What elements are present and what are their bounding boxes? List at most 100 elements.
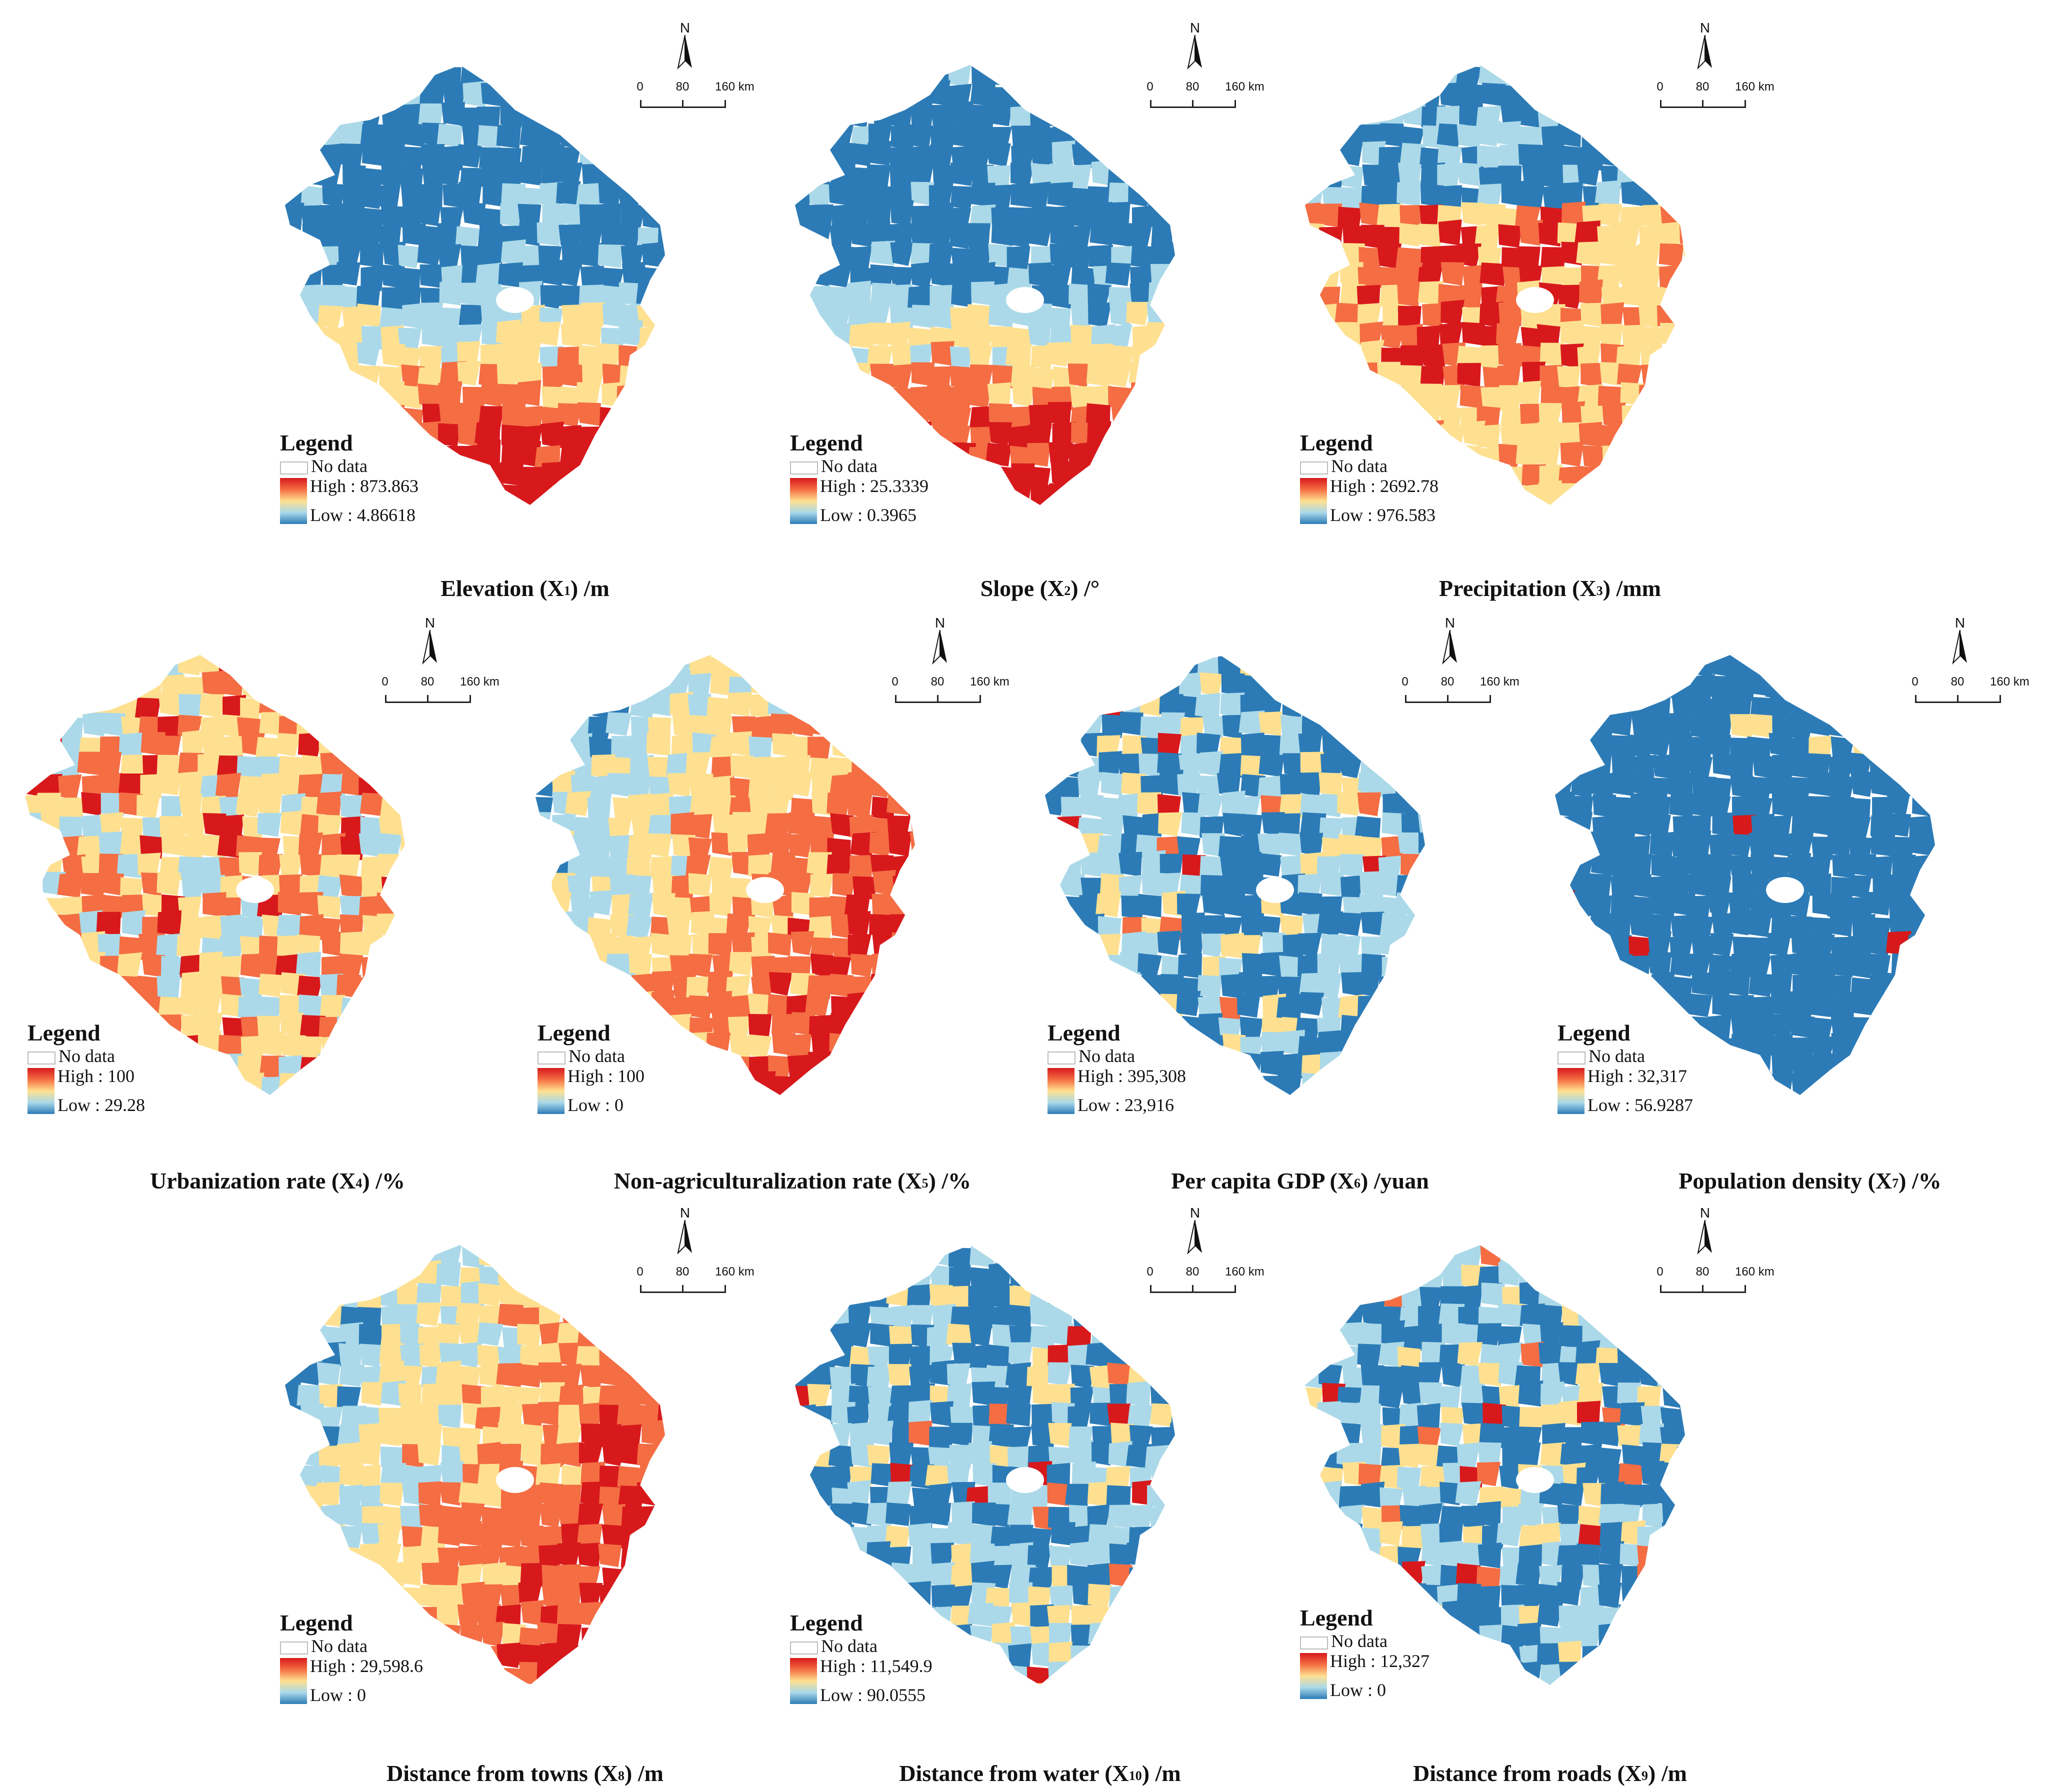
map-unit — [550, 692, 575, 718]
map-unit — [795, 1322, 816, 1346]
map-unit — [1808, 772, 1832, 796]
map-unit — [496, 1642, 520, 1668]
legend-low: Low : 0 — [1330, 1680, 1386, 1700]
map-unit — [25, 993, 42, 1017]
map-unit — [810, 144, 834, 170]
map-unit — [768, 972, 792, 996]
map-unit — [1058, 914, 1084, 939]
map-unit — [1025, 182, 1051, 208]
map-unit — [1088, 502, 1114, 505]
map-unit — [1132, 1346, 1156, 1370]
map-unit — [1378, 992, 1402, 1016]
map-unit — [662, 1506, 665, 1531]
map-unit — [417, 242, 442, 266]
legend: Legend No data High : 12,327 Low : 0 — [1300, 1605, 1430, 1700]
map-unit — [1658, 1300, 1682, 1326]
map-unit — [285, 163, 301, 189]
map-unit — [1045, 736, 1062, 760]
map-unit — [964, 463, 990, 487]
map-unit — [382, 1034, 405, 1059]
map-caption: Population density (X7) /% — [1678, 1168, 1942, 1194]
map-unit — [320, 994, 346, 1019]
map-x10 — [795, 1245, 1175, 1685]
color-ramp — [280, 1658, 307, 1704]
map-unit — [1258, 712, 1282, 736]
map-unit — [1886, 930, 1912, 956]
map-unit — [136, 793, 160, 819]
map-unit — [795, 246, 816, 270]
north-arrow-icon — [1697, 35, 1712, 70]
map-unit — [181, 834, 205, 859]
map-unit — [1107, 1504, 1133, 1529]
map-unit — [1110, 1666, 1134, 1685]
map-unit — [381, 1262, 405, 1286]
map-unit — [1045, 856, 1062, 880]
map-unit — [535, 913, 555, 938]
map-unit — [1662, 426, 1685, 450]
map-unit — [58, 774, 82, 800]
map-unit — [1680, 184, 1685, 208]
map-unit — [1108, 502, 1132, 505]
map-unit — [868, 1055, 892, 1079]
scale-label: 0 — [382, 675, 388, 688]
north-letter: N — [680, 20, 690, 36]
map-unit — [1618, 1646, 1642, 1670]
map-unit — [536, 482, 562, 505]
map-unit — [285, 345, 304, 369]
map-unit — [1597, 106, 1622, 130]
map-unit — [1318, 1246, 1342, 1270]
map-unit — [795, 282, 814, 306]
map-unit — [39, 655, 64, 679]
map-unit — [376, 977, 401, 1001]
map-unit — [1394, 892, 1421, 916]
map-unit — [1078, 655, 1102, 680]
map-unit — [1810, 1096, 1832, 1105]
map-unit — [911, 1606, 936, 1631]
map-unit — [58, 655, 82, 677]
map-unit — [656, 1522, 665, 1546]
map-unit — [1616, 143, 1640, 167]
map-unit — [1620, 1306, 1644, 1330]
map-unit — [1582, 1482, 1606, 1507]
map-unit — [1100, 972, 1126, 998]
map-unit — [540, 65, 564, 87]
map-unit — [970, 1625, 994, 1649]
map-unit — [1658, 504, 1683, 505]
map-unit — [42, 696, 66, 720]
map-unit — [496, 1245, 522, 1268]
map-unit — [360, 1344, 384, 1368]
map-unit — [58, 675, 82, 699]
map-unit — [866, 322, 892, 346]
map-unit — [908, 796, 915, 820]
map-unit — [892, 716, 915, 740]
map-unit — [869, 1245, 893, 1266]
map-unit — [1460, 462, 1486, 486]
map-unit — [868, 1097, 892, 1105]
scale-label: 80 — [1696, 80, 1710, 94]
map-unit — [548, 937, 573, 961]
map-unit — [556, 1245, 582, 1266]
map-unit — [285, 1328, 302, 1352]
map-unit — [380, 1016, 404, 1040]
map-unit — [438, 1686, 464, 1695]
map-unit — [178, 1054, 202, 1078]
legend-high: High : 12,327 — [1330, 1651, 1430, 1671]
map-unit — [990, 486, 1014, 505]
map-unit — [1361, 714, 1386, 740]
map-unit — [1558, 1362, 1582, 1386]
map-unit — [1931, 797, 1935, 821]
map-unit — [1680, 1664, 1685, 1685]
map-unit — [38, 975, 63, 999]
map-unit — [1166, 362, 1175, 388]
map-unit — [339, 1363, 365, 1387]
map-unit — [810, 1486, 834, 1510]
map-unit — [400, 954, 405, 979]
map-unit — [1381, 712, 1406, 736]
map-unit — [867, 140, 892, 166]
map-unit — [910, 672, 915, 696]
map-unit — [1576, 241, 1602, 266]
map-unit — [399, 1090, 405, 1095]
map-unit — [766, 674, 792, 700]
map-unit — [437, 381, 462, 407]
map-unit — [380, 428, 404, 452]
